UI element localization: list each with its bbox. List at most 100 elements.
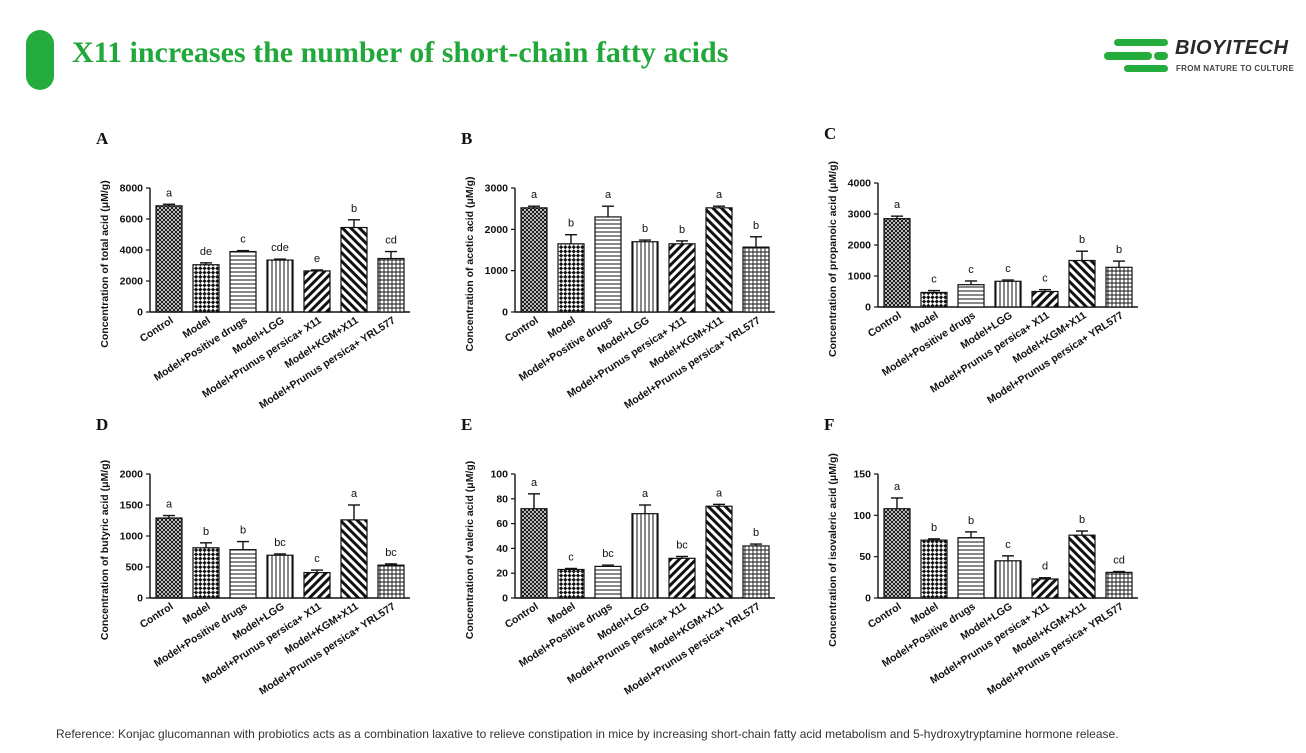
significance-letter: c xyxy=(568,551,574,563)
bar xyxy=(668,557,696,599)
significance-letter: bc xyxy=(676,539,688,551)
significance-letter: cd xyxy=(1113,555,1125,567)
bar xyxy=(229,250,257,313)
y-tick-label: 3000 xyxy=(848,209,872,221)
significance-letter: a xyxy=(716,189,723,201)
bar xyxy=(957,537,985,599)
bar xyxy=(883,508,911,599)
y-tick-label: 1000 xyxy=(120,531,144,543)
y-axis-label: Concentration of butyric acid (μM/g) xyxy=(99,460,111,640)
significance-letter: b xyxy=(968,515,974,527)
brand-tagline: FROM NATURE TO CULTURE xyxy=(1176,64,1295,73)
bar xyxy=(155,205,183,313)
brand-name: BIOYITECH xyxy=(1175,37,1289,59)
bar xyxy=(1068,259,1096,308)
chart-panel-e: E 0 20 40 60 80 100 Concentration of valeric ac… xyxy=(455,408,855,708)
significance-letter: b xyxy=(753,527,759,539)
bar xyxy=(594,565,622,599)
y-tick-label: 100 xyxy=(490,469,508,481)
chart-c: C 0 1000 2000 3000 4000 Concentration of propa… xyxy=(824,124,1138,407)
significance-letter: a xyxy=(716,487,723,499)
panel-letter: D xyxy=(96,415,108,434)
significance-letter: c xyxy=(240,234,246,246)
significance-letter: c xyxy=(1005,539,1011,551)
y-tick-label: 2000 xyxy=(848,240,872,252)
significance-letter: a xyxy=(531,477,538,489)
significance-letter: a xyxy=(531,189,538,201)
bar xyxy=(668,243,696,313)
y-axis-label: Concentration of acetic acid (μM/g) xyxy=(464,176,476,351)
bar xyxy=(303,571,331,599)
brand-logo-icon xyxy=(1104,39,1168,72)
y-tick-label: 4000 xyxy=(848,178,872,190)
bar xyxy=(1031,578,1059,599)
chart-d: D 0 500 1000 1500 2000 Concentration of butyri… xyxy=(96,415,410,698)
significance-letter: bc xyxy=(385,547,397,559)
significance-letter: c xyxy=(1005,263,1011,275)
chart-panel-b: B 0 1000 2000 3000 Concentration of acetic ac… xyxy=(455,122,855,422)
bar xyxy=(340,226,368,313)
y-axis-label: Concentration of isovaleric acid (μM/g) xyxy=(827,453,839,647)
significance-letter: b xyxy=(240,525,246,537)
y-tick-label: 1000 xyxy=(485,265,509,277)
bar xyxy=(192,547,220,599)
bar xyxy=(557,568,585,599)
y-tick-label: 2000 xyxy=(485,224,509,236)
significance-letter: b xyxy=(351,203,357,215)
y-tick-label: 100 xyxy=(853,510,871,522)
y-tick-label: 0 xyxy=(865,302,871,314)
significance-letter: b xyxy=(1079,234,1085,246)
significance-letter: a xyxy=(894,199,901,211)
chart-panel-f: F 0 50 100 150 Concentration of isovaleric ac… xyxy=(818,408,1218,708)
significance-letter: e xyxy=(314,253,320,265)
x-category-label: Control xyxy=(866,309,904,339)
y-tick-label: 20 xyxy=(496,568,508,580)
significance-letter: a xyxy=(351,488,358,500)
title-accent-bar xyxy=(26,30,54,90)
bar xyxy=(155,517,183,599)
y-tick-label: 6000 xyxy=(120,214,144,226)
bar xyxy=(192,264,220,313)
bar xyxy=(303,270,331,313)
panel-letter: A xyxy=(96,129,109,148)
y-tick-label: 8000 xyxy=(120,183,144,195)
y-tick-label: 60 xyxy=(496,518,508,530)
panel-letter: B xyxy=(461,129,472,148)
x-category-label: Control xyxy=(503,314,541,344)
y-axis-label: Concentration of valeric acid (μM/g) xyxy=(464,461,476,640)
bar xyxy=(377,257,405,313)
x-category-label: Control xyxy=(138,600,176,630)
significance-letter: b xyxy=(753,220,759,232)
chart-b: B 0 1000 2000 3000 Concentration of acetic ac… xyxy=(461,129,775,412)
significance-letter: de xyxy=(200,246,212,258)
significance-letter: d xyxy=(1042,561,1048,573)
y-tick-label: 0 xyxy=(137,593,143,605)
y-tick-label: 0 xyxy=(865,593,871,605)
bar xyxy=(377,564,405,599)
bar xyxy=(520,508,548,599)
y-tick-label: 40 xyxy=(496,543,508,555)
significance-letter: a xyxy=(605,189,612,201)
x-category-label: Control xyxy=(138,314,176,344)
bar xyxy=(340,519,368,599)
chart-panel-c: C 0 1000 2000 3000 4000 Concentration of propa… xyxy=(818,117,1218,417)
significance-letter: b xyxy=(568,218,574,230)
y-tick-label: 50 xyxy=(859,551,871,563)
significance-letter: cd xyxy=(385,235,397,247)
y-tick-label: 0 xyxy=(502,593,508,605)
bar xyxy=(1105,266,1133,308)
y-tick-label: 0 xyxy=(502,307,508,319)
significance-letter: bc xyxy=(602,548,614,560)
bar xyxy=(1068,534,1096,599)
chart-f: F 0 50 100 150 Concentration of isovaleric ac… xyxy=(824,415,1138,698)
bar xyxy=(957,284,985,308)
panel-letter: F xyxy=(824,415,834,434)
x-category-label: Control xyxy=(503,600,541,630)
page-title: X11 increases the number of short-chain … xyxy=(72,36,729,69)
bar xyxy=(994,280,1022,308)
y-tick-label: 4000 xyxy=(120,245,144,257)
significance-letter: a xyxy=(894,481,901,493)
significance-letter: cde xyxy=(271,242,289,254)
bar xyxy=(705,505,733,599)
y-tick-label: 150 xyxy=(853,469,871,481)
